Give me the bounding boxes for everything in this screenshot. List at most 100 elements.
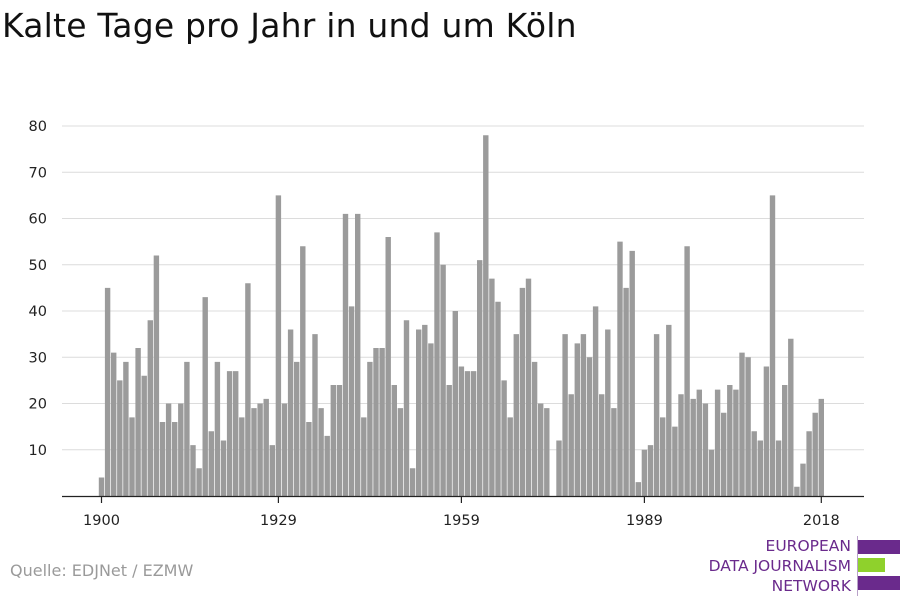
bar-1956[interactable]: [440, 264, 446, 496]
bar-1969[interactable]: [519, 287, 526, 497]
bar-1926[interactable]: [257, 403, 263, 497]
bar-1902[interactable]: [111, 352, 117, 497]
bar-1988[interactable]: [635, 482, 641, 497]
bar-1990[interactable]: [647, 445, 654, 497]
bar-1959[interactable]: [458, 366, 465, 497]
bar-1979[interactable]: [580, 334, 587, 497]
bar-1916[interactable]: [196, 468, 202, 496]
bar-1905[interactable]: [129, 417, 135, 497]
bar-1991[interactable]: [653, 334, 660, 497]
bar-1911[interactable]: [165, 403, 172, 497]
bar-2010[interactable]: [769, 195, 776, 497]
bar-1965[interactable]: [495, 301, 501, 496]
bar-1906[interactable]: [135, 348, 141, 496]
bar-1937[interactable]: [324, 435, 330, 497]
bar-2013[interactable]: [788, 338, 794, 496]
bar-1977[interactable]: [568, 394, 574, 496]
bar-1966[interactable]: [501, 380, 507, 497]
bar-1971[interactable]: [531, 361, 538, 497]
bar-1997[interactable]: [690, 398, 696, 497]
bar-2002[interactable]: [721, 412, 727, 496]
bar-1933[interactable]: [300, 246, 306, 496]
bar-2012[interactable]: [782, 385, 788, 496]
bar-1929[interactable]: [275, 195, 282, 497]
bar-1930[interactable]: [281, 403, 288, 497]
bar-1919[interactable]: [214, 361, 221, 497]
bar-1914[interactable]: [184, 361, 190, 497]
bar-2001[interactable]: [714, 389, 721, 497]
bar-1964[interactable]: [489, 278, 495, 497]
bar-1939[interactable]: [336, 385, 343, 496]
bar-1994[interactable]: [672, 426, 678, 497]
bar-1953[interactable]: [422, 324, 428, 497]
bar-1928[interactable]: [269, 445, 275, 497]
bar-1907[interactable]: [141, 375, 147, 496]
bar-1970[interactable]: [525, 278, 532, 497]
bar-1992[interactable]: [660, 417, 666, 497]
bar-2004[interactable]: [733, 389, 739, 497]
bar-2007[interactable]: [751, 431, 757, 496]
bar-1973[interactable]: [544, 408, 550, 497]
bar-1949[interactable]: [397, 408, 404, 497]
bar-1927[interactable]: [263, 398, 269, 497]
bar-1913[interactable]: [178, 403, 184, 497]
bar-1932[interactable]: [294, 361, 300, 497]
bar-1960[interactable]: [464, 371, 471, 497]
bar-2017[interactable]: [812, 412, 818, 496]
bar-1948[interactable]: [391, 385, 397, 496]
bar-1908[interactable]: [147, 320, 153, 496]
bar-1981[interactable]: [592, 306, 599, 497]
bar-1940[interactable]: [342, 213, 349, 497]
bar-1910[interactable]: [159, 422, 166, 496]
bar-1950[interactable]: [403, 320, 410, 496]
bar-1958[interactable]: [452, 311, 458, 496]
bar-1944[interactable]: [367, 361, 373, 497]
bar-2014[interactable]: [794, 486, 800, 496]
bar-2000[interactable]: [708, 449, 715, 496]
bar-2008[interactable]: [757, 440, 763, 497]
bar-1980[interactable]: [586, 357, 593, 496]
bar-1985[interactable]: [617, 241, 623, 497]
bar-1917[interactable]: [202, 297, 208, 497]
bar-1912[interactable]: [172, 422, 178, 496]
bar-2015[interactable]: [800, 463, 806, 497]
bar-1976[interactable]: [562, 334, 568, 497]
bar-1961[interactable]: [470, 371, 477, 497]
bar-1984[interactable]: [611, 408, 617, 497]
bar-2006[interactable]: [745, 357, 751, 496]
bar-1942[interactable]: [355, 213, 361, 497]
bar-1951[interactable]: [409, 468, 416, 496]
bar-2005[interactable]: [739, 352, 745, 497]
bar-1946[interactable]: [379, 348, 385, 496]
bar-1931[interactable]: [287, 329, 294, 497]
bar-1978[interactable]: [574, 343, 580, 497]
bar-2003[interactable]: [727, 385, 733, 496]
bar-2009[interactable]: [763, 366, 770, 497]
bar-1936[interactable]: [318, 408, 324, 497]
bar-1943[interactable]: [361, 417, 367, 497]
bar-1934[interactable]: [306, 422, 312, 496]
bar-1975[interactable]: [556, 440, 562, 497]
bar-1952[interactable]: [416, 329, 422, 497]
bar-1972[interactable]: [538, 403, 544, 497]
bar-1915[interactable]: [190, 445, 196, 497]
bar-2016[interactable]: [806, 431, 812, 496]
bar-1935[interactable]: [312, 334, 318, 497]
bar-2011[interactable]: [775, 440, 782, 497]
bar-1925[interactable]: [251, 408, 257, 497]
edjnet-logo[interactable]: EUROPEAN DATA JOURNALISM NETWORK: [700, 536, 900, 596]
bar-1989[interactable]: [641, 449, 648, 496]
bar-1922[interactable]: [233, 371, 239, 497]
bar-1996[interactable]: [684, 246, 690, 496]
bar-1924[interactable]: [245, 283, 251, 496]
bar-1938[interactable]: [330, 385, 336, 496]
bar-1921[interactable]: [226, 371, 233, 497]
bar-1955[interactable]: [434, 232, 440, 497]
bar-1986[interactable]: [623, 287, 629, 497]
bar-1954[interactable]: [428, 343, 434, 497]
bar-1920[interactable]: [220, 440, 227, 497]
bar-1982[interactable]: [599, 394, 605, 496]
bar-1993[interactable]: [666, 324, 672, 497]
bar-1998[interactable]: [696, 389, 702, 497]
bar-1900[interactable]: [98, 477, 105, 497]
